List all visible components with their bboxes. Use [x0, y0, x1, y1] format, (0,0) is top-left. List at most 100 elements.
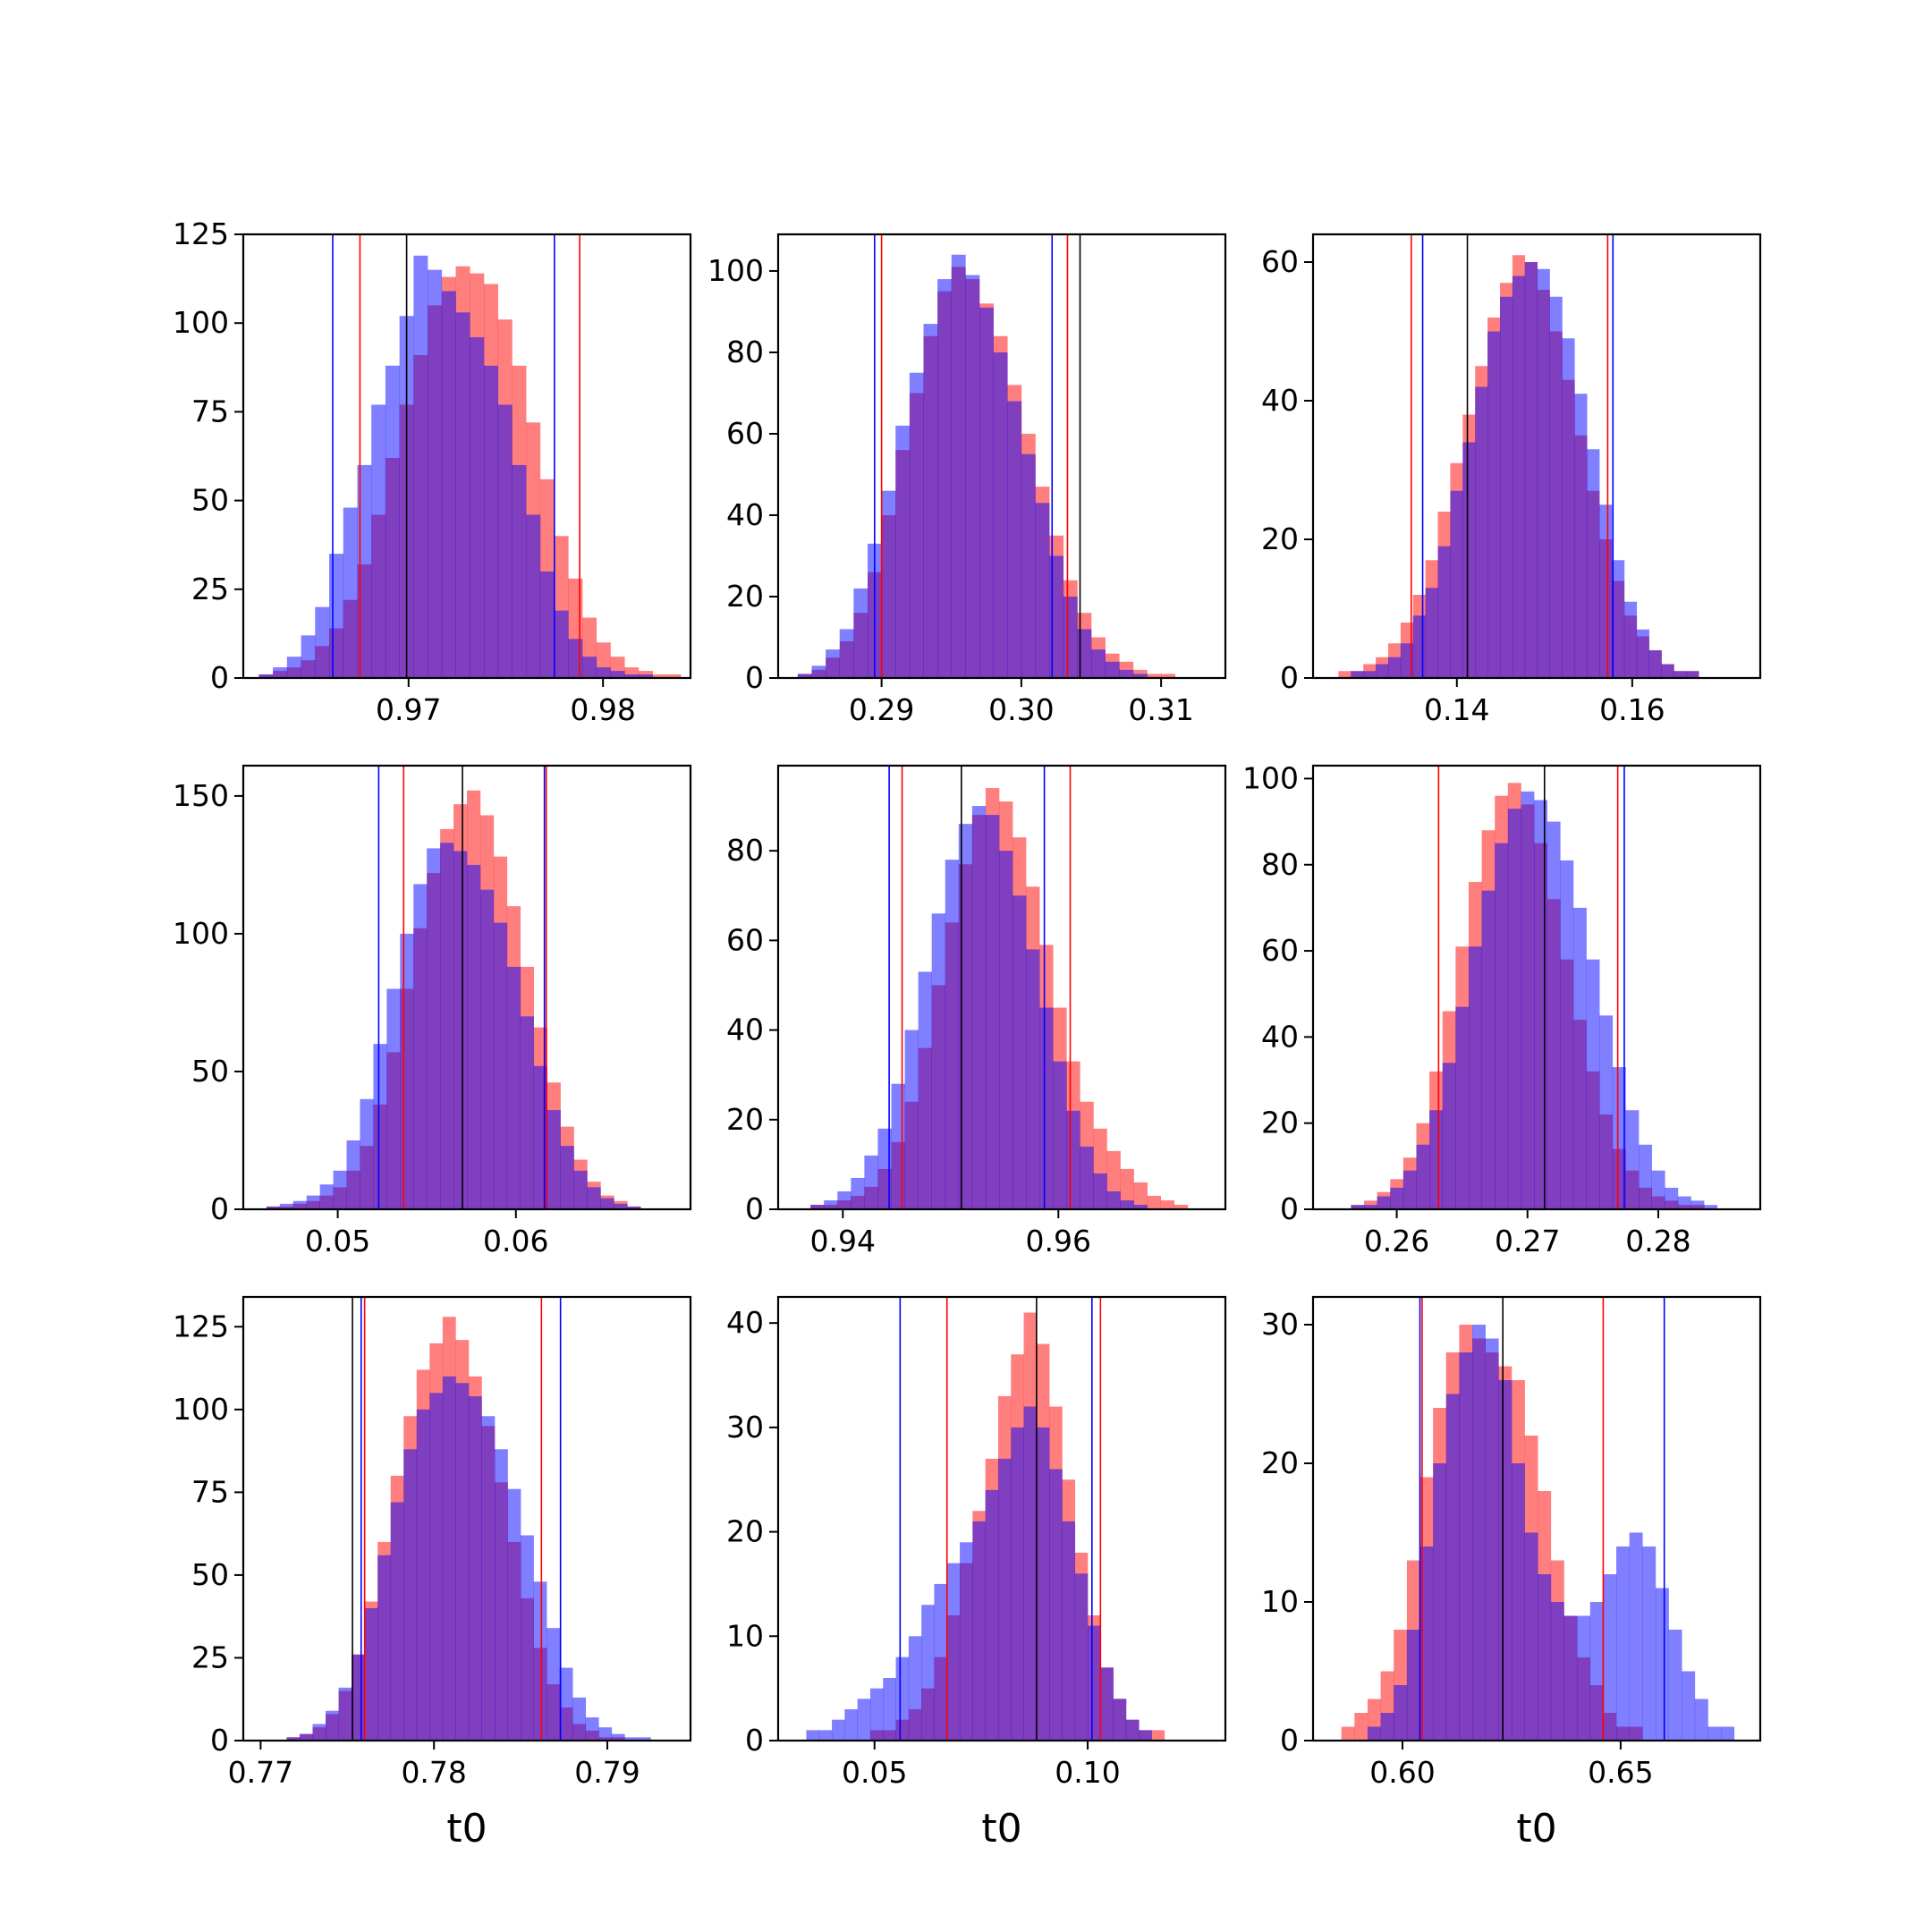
x-tick-label: 0.26	[1364, 1224, 1429, 1258]
x-tick-label: 0.16	[1599, 692, 1665, 727]
histogram-bar-series-2	[481, 1416, 496, 1741]
histogram-bar-series-2	[506, 966, 521, 1209]
y-tick-label: 0	[210, 1723, 229, 1758]
histogram-bar-series-2	[1707, 1726, 1722, 1741]
histogram-bar-series-2	[624, 674, 640, 678]
histogram-bar-series-2	[1462, 442, 1476, 678]
subplot-3: 0.14 0.16 0 20 40 60	[1261, 233, 1762, 727]
subplot-9: 0.60 0.65 0 10 20 30 t0	[1261, 1295, 1762, 1852]
histogram-bar-series-2	[1455, 1006, 1470, 1209]
histogram-bar-series-2	[993, 352, 1008, 678]
histogram-bar-series-2	[1021, 453, 1036, 678]
subplot-6: 0.26 0.27 0.28 0 20 40 60 80 100	[1242, 760, 1762, 1258]
histogram-bar-series-2	[1612, 1067, 1626, 1209]
histogram-bar-series-2	[864, 1155, 878, 1209]
histogram-bar-series-2	[560, 1146, 574, 1209]
histogram-bars	[1341, 1325, 1735, 1741]
x-tick-label: 0.29	[849, 692, 914, 727]
histogram-bar-series-2	[1538, 1574, 1552, 1741]
x-tick-label: 0.94	[810, 1224, 876, 1258]
histogram-bar-series-2	[1625, 1110, 1640, 1209]
histogram-bar-series-2	[319, 1184, 334, 1209]
histogram-bar-series-2	[386, 988, 401, 1209]
histogram-bar-series-2	[1498, 1380, 1513, 1741]
y-tick-label: 20	[1261, 1445, 1299, 1480]
histogram-bar-series-1	[1338, 671, 1352, 678]
histogram-bar-series-2	[1674, 671, 1687, 678]
y-tick-label: 80	[726, 335, 764, 369]
histogram-bar-series-2	[960, 1542, 973, 1741]
histogram-bar-series-2	[1007, 401, 1022, 678]
histogram-bar-series-2	[1066, 1110, 1080, 1209]
histogram-bar-series-1	[1151, 1730, 1165, 1741]
axes-frame	[776, 764, 1227, 1211]
histogram-bar-series-2	[1577, 1615, 1591, 1741]
histogram-bar-series-2	[1132, 674, 1148, 678]
histogram-bar-series-2	[497, 404, 513, 678]
y-tick-label: 80	[1261, 847, 1299, 882]
y-tick-label: 75	[191, 394, 229, 428]
histogram-bar-series-2	[1429, 1110, 1444, 1209]
x-tick-label: 0.97	[376, 692, 441, 727]
histogram-bar-series-1	[1147, 674, 1162, 678]
histogram-bar-series-2	[1351, 1205, 1365, 1209]
histogram-bars	[1338, 255, 1699, 678]
histogram-bar-series-2	[1039, 1007, 1054, 1209]
x-tick-label: 0.27	[1495, 1224, 1560, 1258]
histogram-bar-series-2	[611, 1733, 625, 1741]
histogram-bar-series-2	[326, 1710, 339, 1741]
histogram-bar-series-2	[997, 1458, 1012, 1741]
histogram-bar-series-2	[1077, 629, 1092, 678]
x-tick-label: 0.60	[1369, 1755, 1435, 1790]
histogram-bar-series-2	[638, 674, 653, 678]
histogram-bar-series-2	[559, 1667, 573, 1741]
histogram-bar-series-2	[479, 889, 495, 1209]
histogram-bar-series-2	[1704, 1205, 1718, 1209]
histogram-bar-series-2	[1377, 1196, 1391, 1209]
histogram-bar-series-1	[1341, 1726, 1355, 1741]
histogram-bar-series-2	[637, 1737, 651, 1741]
axes-frame	[1311, 1295, 1762, 1742]
histogram-bar-series-2	[934, 1583, 948, 1741]
histogram-bar-series-2	[1106, 1191, 1121, 1209]
y-tick-label: 0	[210, 660, 229, 695]
histogram-bar-series-2	[1485, 1338, 1499, 1741]
x-tick-label: 0.10	[1055, 1755, 1120, 1790]
histogram-bar-series-2	[857, 1699, 871, 1741]
histogram-bar-series-2	[1437, 546, 1451, 678]
histogram-bar-series-2	[1445, 1394, 1460, 1741]
histogram-bar-series-2	[428, 269, 443, 678]
y-tick-label: 0	[210, 1191, 229, 1226]
histogram-bar-series-2	[416, 1409, 430, 1741]
histogram-bar-series-2	[824, 1199, 838, 1209]
histogram-bars	[797, 254, 1176, 678]
histogram-bar-series-2	[1499, 296, 1513, 678]
histogram-bar-series-2	[839, 629, 854, 678]
histogram-bar-series-2	[1026, 949, 1040, 1209]
histogram-bar-series-2	[1534, 800, 1547, 1209]
histogram-bar-series-2	[958, 824, 973, 1209]
histogram-bar-series-2	[1611, 560, 1625, 678]
y-tick-label: 20	[726, 1102, 764, 1137]
histogram-bar-series-2	[533, 1065, 547, 1209]
histogram-bar-series-2	[1390, 1187, 1404, 1209]
histogram-bar-series-2	[1472, 1325, 1486, 1741]
histogram-bar-series-2	[1049, 555, 1064, 678]
histogram-bar-series-2	[1363, 671, 1377, 678]
histogram-bar-series-2	[1074, 1573, 1089, 1741]
y-tick-label: 80	[726, 833, 764, 868]
histogram-bar-series-2	[413, 255, 428, 678]
histogram-bar-series-2	[1406, 1630, 1420, 1741]
histogram-bar-series-2	[273, 667, 288, 678]
histogram-bar-series-2	[1587, 449, 1600, 678]
histogram-bar-series-2	[1400, 643, 1414, 678]
histogram-bar-series-2	[1468, 946, 1482, 1209]
histogram-bar-series-1	[1133, 1182, 1148, 1209]
x-axis-label: t0	[981, 1806, 1021, 1852]
histogram-bar-series-2	[1419, 1546, 1434, 1741]
y-tick-label: 40	[726, 1305, 764, 1340]
x-tick-label: 0.96	[1026, 1224, 1091, 1258]
histogram-bar-series-2	[806, 1730, 820, 1741]
histogram-bar-series-2	[895, 1657, 910, 1741]
